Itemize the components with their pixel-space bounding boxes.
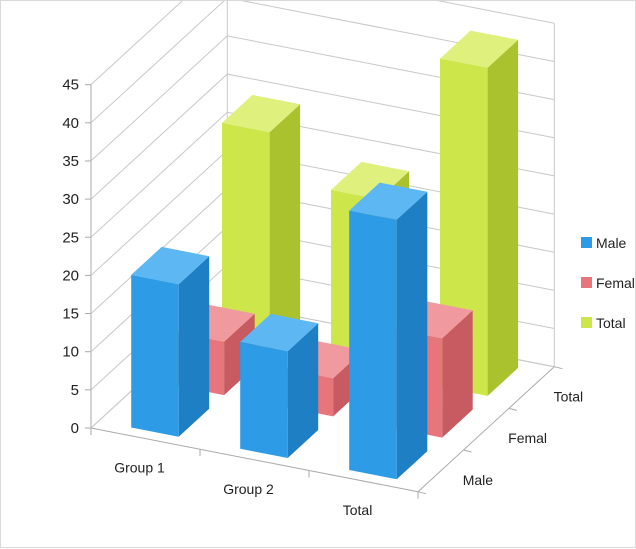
z-tick-mark (417, 491, 427, 495)
legend-item-male: Male (581, 235, 627, 251)
bar-side (487, 39, 519, 396)
bar-side (396, 191, 428, 480)
bar-front (131, 274, 179, 437)
legend: Male Femal Total (581, 235, 635, 331)
bar-front (349, 210, 397, 480)
y-axis-ticks: 0 5 10 15 20 25 30 35 40 45 (62, 77, 79, 437)
legend-swatch (581, 277, 592, 288)
category-axis-line (90, 427, 419, 493)
bar-top (349, 182, 428, 220)
y-tick-label: 20 (62, 267, 79, 284)
series-axis-label: Femal (508, 430, 547, 446)
z-tick-mark (463, 449, 472, 453)
y-tick-label: 40 (62, 115, 79, 132)
y-tick-label: 45 (62, 77, 79, 94)
bar-front (222, 122, 270, 354)
category-axis-labels: Group 1 Group 2 Total (114, 460, 372, 518)
bar-side (269, 104, 301, 354)
category-label: Group 2 (223, 481, 274, 497)
category-label: Group 1 (114, 460, 165, 476)
y-tick-label: 5 (71, 382, 79, 399)
z-tick-mark (554, 366, 563, 370)
bar-front (240, 341, 288, 458)
series-axis-label: Male (463, 472, 494, 488)
legend-swatch (581, 317, 592, 328)
y-tick-label: 10 (62, 344, 79, 361)
legend-swatch (581, 237, 592, 248)
z-tick-mark (508, 407, 517, 411)
series-axis-labels: Male Femal Total (463, 389, 583, 488)
bar-top (131, 246, 210, 285)
y-tick-label: 0 (71, 420, 79, 437)
category-label: Total (343, 502, 373, 518)
y-tick-label: 30 (62, 191, 79, 208)
bar-total-1 (222, 94, 301, 354)
legend-label: Male (596, 235, 627, 251)
bar-top (331, 161, 410, 200)
bar-side (178, 256, 210, 437)
bar-side (442, 310, 473, 438)
legend-label: Femal (596, 275, 635, 291)
bar-top (222, 94, 301, 133)
bar-side (287, 323, 319, 458)
gridline (90, 1, 555, 85)
chart-bars (131, 30, 519, 480)
bar-top (240, 313, 319, 352)
bar-male-2 (240, 313, 319, 458)
bar-male-3 (349, 182, 428, 480)
gridline (90, 1, 555, 124)
legend-item-total: Total (581, 315, 626, 331)
y-tick-label: 35 (62, 153, 79, 170)
y-tick-label: 25 (62, 229, 79, 246)
legend-label: Total (596, 315, 626, 331)
bar-male-1 (131, 246, 210, 437)
bar-top (440, 30, 519, 68)
y-tick-label: 15 (62, 306, 79, 323)
bar-side (224, 313, 255, 396)
series-axis-label: Total (554, 389, 584, 405)
series-axis-line (417, 366, 555, 493)
legend-item-femal: Femal (581, 275, 635, 291)
